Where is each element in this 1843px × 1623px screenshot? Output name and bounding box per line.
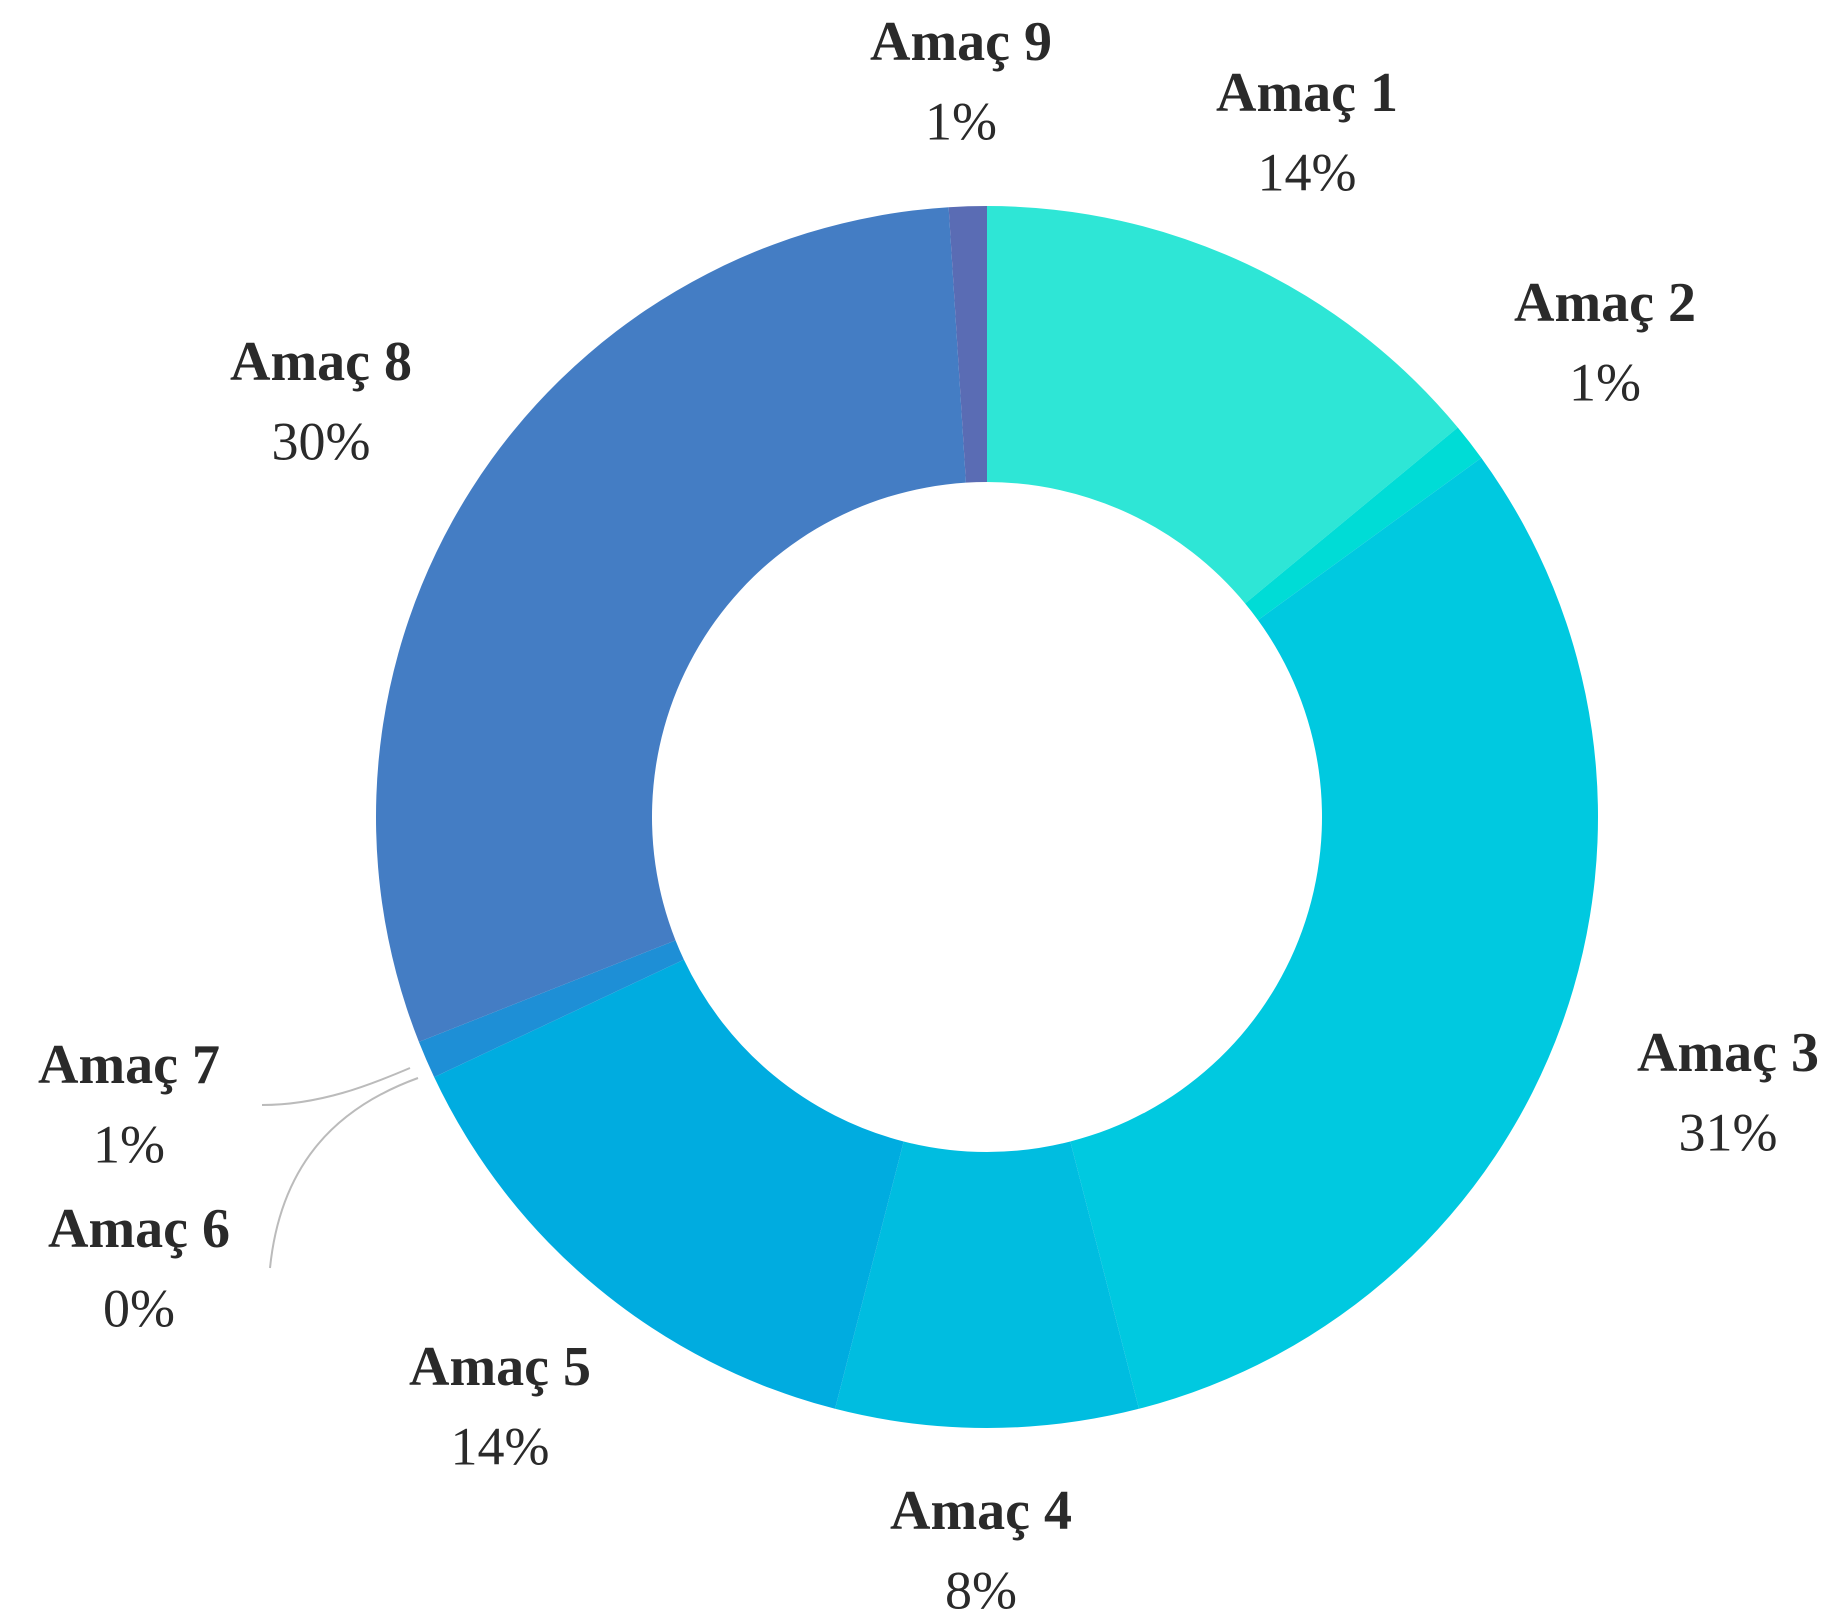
slice-label: Amaç 8 bbox=[230, 331, 412, 393]
value-label: 1% bbox=[925, 91, 997, 151]
donut-segment bbox=[418, 940, 684, 1078]
leader-line bbox=[261, 1067, 411, 1106]
value-label: 14% bbox=[1258, 142, 1357, 202]
value-label: 0% bbox=[103, 1278, 175, 1338]
slice-label: Amaç 4 bbox=[890, 1480, 1072, 1542]
value-label: 14% bbox=[451, 1416, 550, 1476]
slice-label: Amaç 1 bbox=[1216, 62, 1398, 124]
donut-segment bbox=[1070, 457, 1598, 1409]
value-label: 1% bbox=[1569, 352, 1641, 412]
slice-label: Amaç 9 bbox=[870, 11, 1052, 73]
donut-segment bbox=[1245, 427, 1482, 621]
slice-label: Amaç 2 bbox=[1514, 272, 1696, 334]
slice-label: Amaç 6 bbox=[48, 1198, 230, 1260]
donut-segment bbox=[376, 207, 966, 1042]
value-label: 30% bbox=[272, 411, 371, 471]
donut-segment bbox=[948, 206, 987, 483]
donut-segment bbox=[434, 959, 904, 1409]
slice-label: Amaç 3 bbox=[1637, 1022, 1819, 1084]
donut-segment bbox=[987, 206, 1458, 604]
donut-segment bbox=[835, 1141, 1139, 1428]
slice-label: Amaç 5 bbox=[409, 1336, 591, 1398]
value-label: 8% bbox=[945, 1560, 1017, 1620]
value-label: 31% bbox=[1679, 1102, 1778, 1162]
slice-label: Amaç 7 bbox=[38, 1034, 220, 1096]
leader-line bbox=[269, 1077, 419, 1269]
value-label: 1% bbox=[93, 1114, 165, 1174]
